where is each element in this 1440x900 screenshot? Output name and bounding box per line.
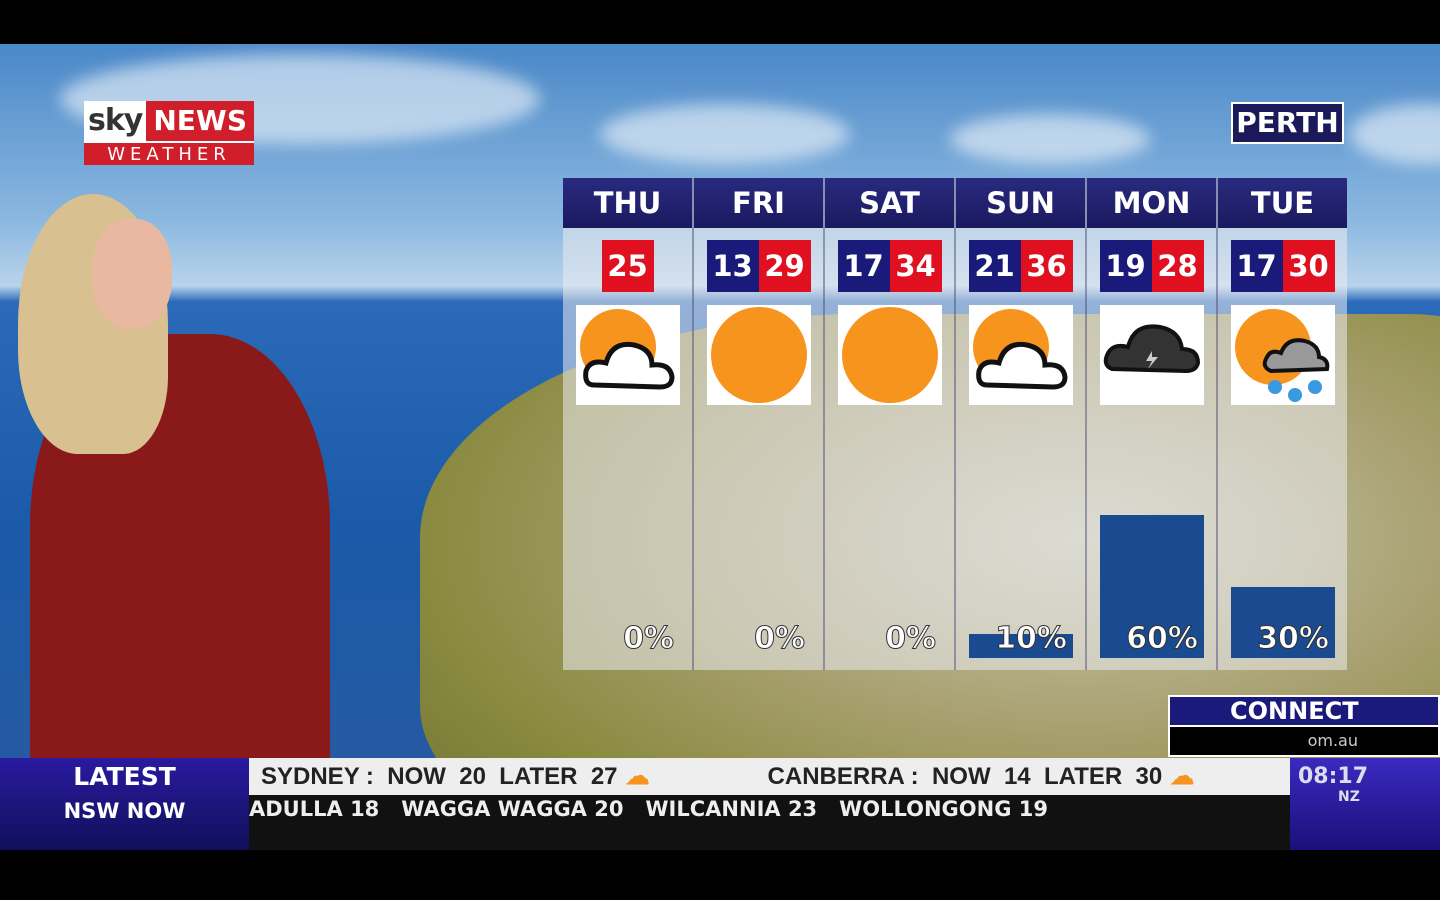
rain-chance: 60%	[1126, 621, 1199, 657]
logo-sky: sky	[84, 101, 147, 141]
partly-cloudy-icon	[969, 305, 1073, 405]
rain-chance: 0%	[885, 621, 937, 657]
low-temp: 21	[968, 240, 1021, 292]
forecast-day-sun: SUN 21 36 10%	[956, 178, 1087, 670]
connect-label: CONNECT	[1170, 697, 1438, 725]
day-label: FRI	[694, 178, 823, 228]
section-label: NSW NOW	[63, 799, 186, 823]
news-crawl: ADULLA 18 WAGGA WAGGA 20 WILCANNIA 23 WO…	[249, 795, 1290, 850]
day-label: MON	[1087, 178, 1216, 228]
forecast-day-fri: FRI 13 29 0%	[694, 178, 825, 670]
connect-box: CONNECT om.au	[1168, 695, 1440, 757]
day-label: TUE	[1218, 178, 1347, 228]
rain-chance: 0%	[623, 621, 675, 657]
showers-icon	[1231, 305, 1335, 405]
sydney-headline: SYDNEY : NOW 20 LATER 27	[261, 763, 618, 790]
connect-url: om.au	[1170, 727, 1438, 755]
forecast-day-sat: SAT 17 34 0%	[825, 178, 956, 670]
location-label: PERTH	[1231, 102, 1344, 144]
rain-chance-bar	[969, 634, 1073, 658]
low-temp: 17	[837, 240, 890, 292]
rain-chance: 0%	[754, 621, 806, 657]
rain-chance-bar	[1100, 515, 1204, 658]
clock-time: 08:17	[1298, 764, 1369, 789]
showers-icon: ☁	[625, 763, 650, 790]
high-temp: 34	[889, 240, 942, 292]
day-label: SAT	[825, 178, 954, 228]
sunny-icon	[838, 305, 942, 405]
low-temp: 19	[1099, 240, 1152, 292]
rain-chance: 10%	[995, 621, 1068, 657]
forecast-panel: THU 25 0% FRI 13 29 0% SAT 17 34 0% SUN 21 36 10% M…	[563, 178, 1347, 670]
high-temp: 36	[1020, 240, 1073, 292]
high-temp: 29	[758, 240, 811, 292]
low-temp: 17	[1230, 240, 1283, 292]
headline-strip: SYDNEY : NOW 20 LATER 27 ☁ CANBERRA : NO…	[249, 758, 1290, 795]
clock: 08:17 NZ	[1290, 758, 1440, 850]
clock-timezone: NZ	[1338, 789, 1360, 805]
rain-chance: 30%	[1257, 621, 1330, 657]
partly-cloudy-icon	[576, 305, 680, 405]
partly-cloudy-icon: ☁	[1170, 763, 1195, 790]
storm-icon	[1100, 305, 1204, 405]
latest-label: LATEST	[73, 762, 176, 791]
sky-news-weather-logo: sky NEWS WEATHER	[84, 101, 254, 165]
high-temp: 30	[1282, 240, 1335, 292]
rain-chance-bar	[1231, 586, 1335, 658]
forecast-day-mon: MON 19 28 60%	[1087, 178, 1218, 670]
canberra-headline: CANBERRA : NOW 14 LATER 30	[767, 763, 1163, 790]
sunny-icon	[707, 305, 811, 405]
high-temp: 28	[1151, 240, 1204, 292]
low-temp: 13	[706, 240, 759, 292]
forecast-day-thu: THU 25 0%	[563, 178, 694, 670]
logo-weather: WEATHER	[84, 141, 254, 165]
day-label: THU	[563, 178, 692, 228]
forecast-day-tue: TUE 17 30 30%	[1218, 178, 1347, 670]
high-temp: 25	[601, 240, 654, 292]
ticker-section-label: LATEST NSW NOW	[0, 758, 249, 850]
logo-news: NEWS	[146, 101, 254, 141]
day-label: SUN	[956, 178, 1085, 228]
